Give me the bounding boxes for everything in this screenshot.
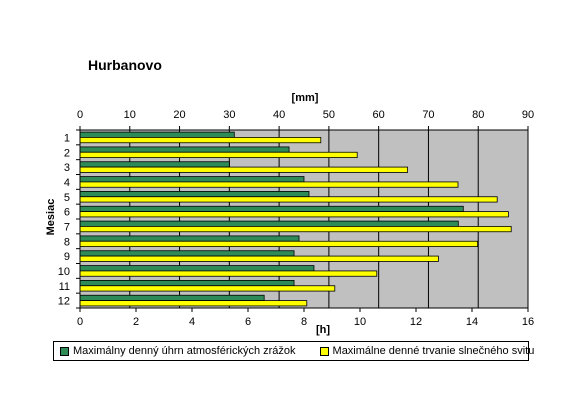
x-bottom-tick-label: 16	[522, 316, 534, 328]
bar-sunshine	[79, 196, 498, 203]
bar-sunshine	[79, 166, 409, 173]
bar-precipitation	[79, 205, 464, 212]
bar-precipitation	[79, 294, 265, 301]
legend-item-precipitation: Maximálny denný úhrn atmosférických zráž…	[54, 345, 296, 357]
y-tick-label: 11	[59, 281, 70, 293]
x-top-tick-label: 60	[373, 109, 385, 121]
bar-sunshine	[79, 181, 459, 188]
legend-swatch-precipitation	[60, 346, 69, 356]
x-top-tick-label: 80	[472, 109, 484, 121]
bar-precipitation	[79, 146, 290, 153]
x-bottom-tick-label: 8	[301, 316, 307, 328]
bar-precipitation	[79, 131, 235, 138]
bar-precipitation	[79, 191, 310, 198]
y-tick-label: 2	[64, 147, 70, 159]
bar-sunshine	[79, 285, 336, 292]
x-top-tick-label: 30	[223, 109, 235, 121]
y-tick-label: 3	[64, 162, 70, 174]
x-bottom-tick-label: 10	[354, 316, 366, 328]
x-top-axis-label: [mm]	[292, 92, 319, 104]
bar-precipitation	[79, 235, 300, 242]
x-top-tick-label: 90	[522, 109, 534, 121]
y-tick-label: 10	[58, 266, 70, 278]
legend-item-sunshine: Maximálne denné trvanie slnečného svitu	[314, 345, 535, 357]
x-top-tick-label: 50	[323, 109, 335, 121]
legend-swatch-sunshine	[319, 346, 329, 356]
bar-precipitation	[79, 250, 295, 257]
chart-title: Hurbanovo	[88, 57, 162, 73]
legend: Maximálny denný úhrn atmosférických zráž…	[53, 341, 534, 361]
y-tick-label: 1	[64, 132, 70, 144]
bar-sunshine	[79, 151, 358, 158]
x-bottom-tick-label: 12	[410, 316, 422, 328]
bar-sunshine	[79, 240, 479, 247]
bar-sunshine	[79, 270, 378, 277]
bar-precipitation	[79, 220, 459, 227]
x-bottom-tick-label: 6	[245, 316, 251, 328]
bar-precipitation	[79, 280, 295, 287]
legend-label-sunshine: Maximálne denné trvanie slnečného svitu	[332, 345, 535, 357]
x-bottom-tick-label: 14	[466, 316, 478, 328]
bar-sunshine	[79, 300, 308, 307]
x-top-tick-label: 0	[77, 109, 83, 121]
x-top-tick-label: 10	[124, 109, 136, 121]
y-axis-label: Mesiac	[45, 199, 57, 236]
y-tick-label: 4	[64, 177, 70, 189]
plot-background	[80, 130, 528, 308]
y-tick-label: 6	[64, 207, 70, 219]
bar-precipitation	[79, 265, 315, 272]
bar-sunshine	[79, 255, 439, 262]
y-tick-label: 9	[64, 251, 70, 263]
bar-sunshine	[79, 211, 509, 218]
bar-precipitation	[79, 176, 305, 183]
y-tick-label: 7	[64, 221, 70, 233]
y-tick-label: 8	[64, 236, 70, 248]
legend-label-precipitation: Maximálny denný úhrn atmosférických zráž…	[73, 345, 296, 357]
x-top-tick-label: 70	[422, 109, 434, 121]
x-top-tick-label: 40	[273, 109, 285, 121]
bar-sunshine	[79, 226, 512, 233]
x-bottom-axis-label: [h]	[316, 324, 330, 336]
y-tick-label: 5	[64, 192, 70, 204]
bar-precipitation	[79, 161, 230, 168]
bar-sunshine	[79, 137, 322, 144]
x-top-tick-label: 20	[173, 109, 185, 121]
x-bottom-tick-label: 2	[133, 316, 139, 328]
y-tick-label: 12	[58, 296, 70, 308]
x-bottom-tick-label: 0	[77, 316, 83, 328]
x-bottom-tick-label: 4	[189, 316, 195, 328]
